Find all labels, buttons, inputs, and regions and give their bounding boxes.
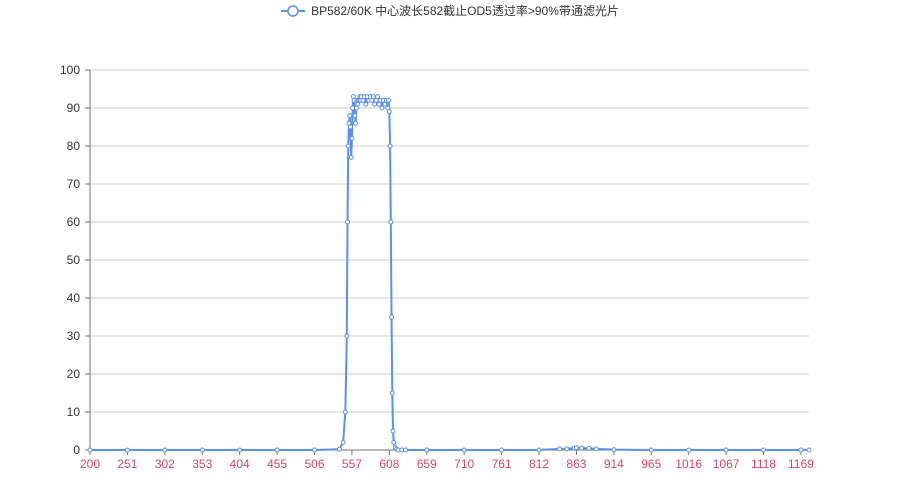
data-point[interactable] (402, 447, 408, 453)
data-point[interactable] (274, 447, 280, 453)
data-point[interactable] (424, 447, 430, 453)
x-tick-label: 557 (342, 457, 362, 471)
y-tick-label: 90 (67, 101, 81, 115)
x-tick-label: 710 (454, 457, 474, 471)
data-point[interactable] (348, 154, 354, 160)
data-point[interactable] (388, 219, 394, 225)
data-point[interactable] (798, 447, 804, 453)
x-tick-label: 353 (192, 457, 212, 471)
series-layer (87, 94, 812, 453)
data-point[interactable] (723, 447, 729, 453)
data-point[interactable] (345, 143, 351, 149)
data-point[interactable] (344, 333, 350, 339)
data-point[interactable] (353, 120, 359, 126)
x-tick-label: 1016 (675, 457, 702, 471)
x-tick-label: 1169 (788, 457, 814, 471)
data-point[interactable] (345, 219, 351, 225)
y-tick-label: 30 (67, 329, 81, 343)
x-tick-label: 863 (566, 457, 586, 471)
data-point[interactable] (536, 447, 542, 453)
data-point[interactable] (761, 447, 767, 453)
legend[interactable]: BP582/60K 中心波长582截止OD5透过率>90%带通滤光片 (0, 2, 900, 21)
data-point[interactable] (370, 94, 376, 100)
data-point[interactable] (611, 447, 617, 453)
data-point[interactable] (336, 446, 342, 452)
data-point[interactable] (593, 446, 599, 452)
data-point[interactable] (199, 447, 205, 453)
legend-series-name: BP582/60K 中心波长582截止OD5透过率>90%带通滤光片 (311, 4, 619, 18)
data-point[interactable] (686, 447, 692, 453)
data-point[interactable] (162, 447, 168, 453)
data-point[interactable] (586, 445, 592, 451)
data-point[interactable] (349, 135, 355, 141)
data-point[interactable] (390, 428, 396, 434)
data-point[interactable] (379, 105, 385, 111)
data-point[interactable] (87, 447, 93, 453)
x-tick-label: 965 (641, 457, 661, 471)
data-point[interactable] (648, 447, 654, 453)
y-tick-label: 40 (67, 291, 81, 305)
x-tick-label: 200 (80, 457, 100, 471)
data-point[interactable] (347, 113, 353, 119)
x-tick-label: 455 (267, 457, 287, 471)
data-point[interactable] (389, 390, 395, 396)
x-tick-labels: 200 251 302 353 404 455 506 557 608 659 710 761 812 8… (80, 457, 814, 471)
data-point[interactable] (461, 447, 467, 453)
y-tick-label: 80 (67, 139, 81, 153)
data-point[interactable] (363, 101, 369, 107)
data-point[interactable] (387, 143, 393, 149)
x-tick-label: 1067 (713, 457, 740, 471)
x-tick-label: 506 (304, 457, 324, 471)
grid-lines (90, 69, 809, 413)
x-tick-label: 914 (604, 457, 624, 471)
data-point[interactable] (312, 447, 318, 453)
axes (85, 69, 809, 455)
x-tick-label: 404 (230, 457, 250, 471)
data-point[interactable] (237, 447, 243, 453)
data-point[interactable] (340, 439, 346, 445)
y-tick-label: 100 (60, 63, 80, 77)
data-point[interactable] (564, 446, 570, 452)
data-point[interactable] (342, 409, 348, 415)
data-point[interactable] (573, 445, 579, 451)
data-point[interactable] (386, 97, 392, 103)
x-tick-label: 251 (117, 457, 137, 471)
data-point[interactable] (386, 109, 392, 115)
y-tick-label: 0 (73, 443, 80, 457)
x-tick-label: 812 (529, 457, 549, 471)
data-point[interactable] (499, 447, 505, 453)
y-tick-label: 10 (67, 405, 81, 419)
series-line[interactable] (90, 95, 809, 451)
data-point[interactable] (375, 94, 381, 100)
y-tick-labels: 0 10 20 30 40 50 60 70 80 90 100 (60, 63, 80, 457)
data-point[interactable] (352, 113, 358, 119)
y-tick-label: 60 (67, 215, 81, 229)
y-tick-label: 50 (67, 253, 81, 267)
y-tick-label: 70 (67, 177, 81, 191)
data-point[interactable] (391, 439, 397, 445)
x-tick-label: 1118 (751, 457, 776, 471)
data-point[interactable] (806, 447, 812, 453)
x-tick-label: 761 (492, 457, 512, 471)
data-point[interactable] (389, 314, 395, 320)
x-tick-label: 302 (155, 457, 175, 471)
legend-line-marker-icon (281, 4, 306, 17)
data-point[interactable] (347, 124, 353, 130)
data-point[interactable] (124, 447, 130, 453)
x-tick-label: 608 (379, 457, 399, 471)
data-point[interactable] (579, 445, 585, 451)
data-point[interactable] (557, 446, 563, 452)
x-tick-label: 659 (417, 457, 437, 471)
y-tick-label: 20 (67, 367, 81, 381)
